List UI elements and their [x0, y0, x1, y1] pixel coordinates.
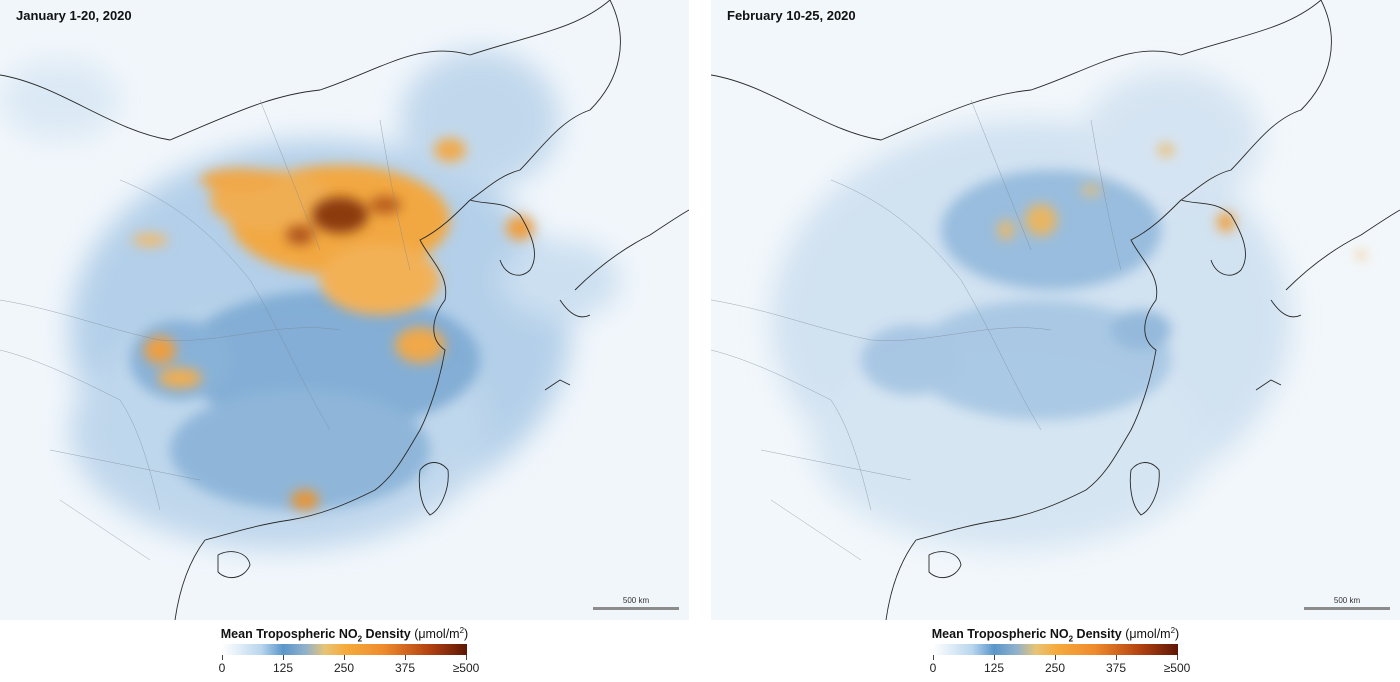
tick-mark: [466, 655, 467, 660]
scale-bar-label: 500 km: [622, 596, 650, 605]
legend-unit-suffix: ): [1175, 627, 1180, 642]
tick-label: 0: [929, 661, 937, 675]
legend-unit-prefix: (μmol/m: [1125, 627, 1171, 642]
tick-label: 250: [1044, 661, 1066, 675]
tick-mark: [222, 655, 223, 660]
legend-unit-suffix: ): [464, 627, 469, 642]
tick-mark: [933, 655, 934, 660]
tick-label: 250: [333, 661, 355, 675]
no2-map-february: [711, 0, 1400, 620]
date-label: January 1-20, 2020: [16, 8, 132, 23]
tick-mark: [1177, 655, 1178, 660]
tick-mark: [344, 655, 345, 660]
scale-bar: 500 km: [1304, 596, 1390, 610]
legend-title-subscript: 2: [1068, 634, 1074, 644]
map-panel-february: February 10-25, 2020 500 km: [711, 0, 1400, 620]
legend-title: Mean Tropospheric NO2 Density (μmol/m2): [711, 626, 1400, 644]
legend-ticks: [933, 655, 1178, 660]
legend-title-rest: Density: [362, 627, 411, 642]
legend-title-subscript: 2: [357, 634, 363, 644]
tick-label: 0: [218, 661, 226, 675]
legend-title-main: Mean Tropospheric NO: [931, 627, 1069, 642]
color-legend: Mean Tropospheric NO2 Density (μmol/m2) …: [711, 624, 1400, 682]
tick-mark: [283, 655, 284, 660]
color-legend: Mean Tropospheric NO2 Density (μmol/m2) …: [0, 624, 689, 682]
color-ramp: [222, 644, 467, 655]
scale-bar-label: 500 km: [1333, 596, 1361, 605]
tick-label: ≥500: [1163, 661, 1191, 675]
tick-label: ≥500: [452, 661, 480, 675]
legend-unit-superscript: 2: [459, 626, 465, 635]
map-panel-january: January 1-20, 2020 500 km: [0, 0, 689, 620]
tick-label: 375: [1105, 661, 1127, 675]
color-ramp: [933, 644, 1178, 655]
tick-label: 375: [394, 661, 416, 675]
no2-map-january: [0, 0, 689, 620]
legend-title-rest: Density: [1073, 627, 1122, 642]
legend-unit-prefix: (μmol/m: [414, 627, 460, 642]
tick-label: 125: [983, 661, 1005, 675]
tick-mark: [1055, 655, 1056, 660]
legend-ticks: [222, 655, 467, 660]
legend-title: Mean Tropospheric NO2 Density (μmol/m2): [0, 626, 689, 644]
tick-mark: [994, 655, 995, 660]
legend-unit-superscript: 2: [1170, 626, 1176, 635]
scale-bar: 500 km: [593, 596, 679, 610]
tick-mark: [405, 655, 406, 660]
date-label: February 10-25, 2020: [727, 8, 856, 23]
tick-mark: [1116, 655, 1117, 660]
legend-title-main: Mean Tropospheric NO: [220, 627, 358, 642]
scale-bar-line: [593, 607, 679, 610]
scale-bar-line: [1304, 607, 1390, 610]
tick-label: 125: [272, 661, 294, 675]
